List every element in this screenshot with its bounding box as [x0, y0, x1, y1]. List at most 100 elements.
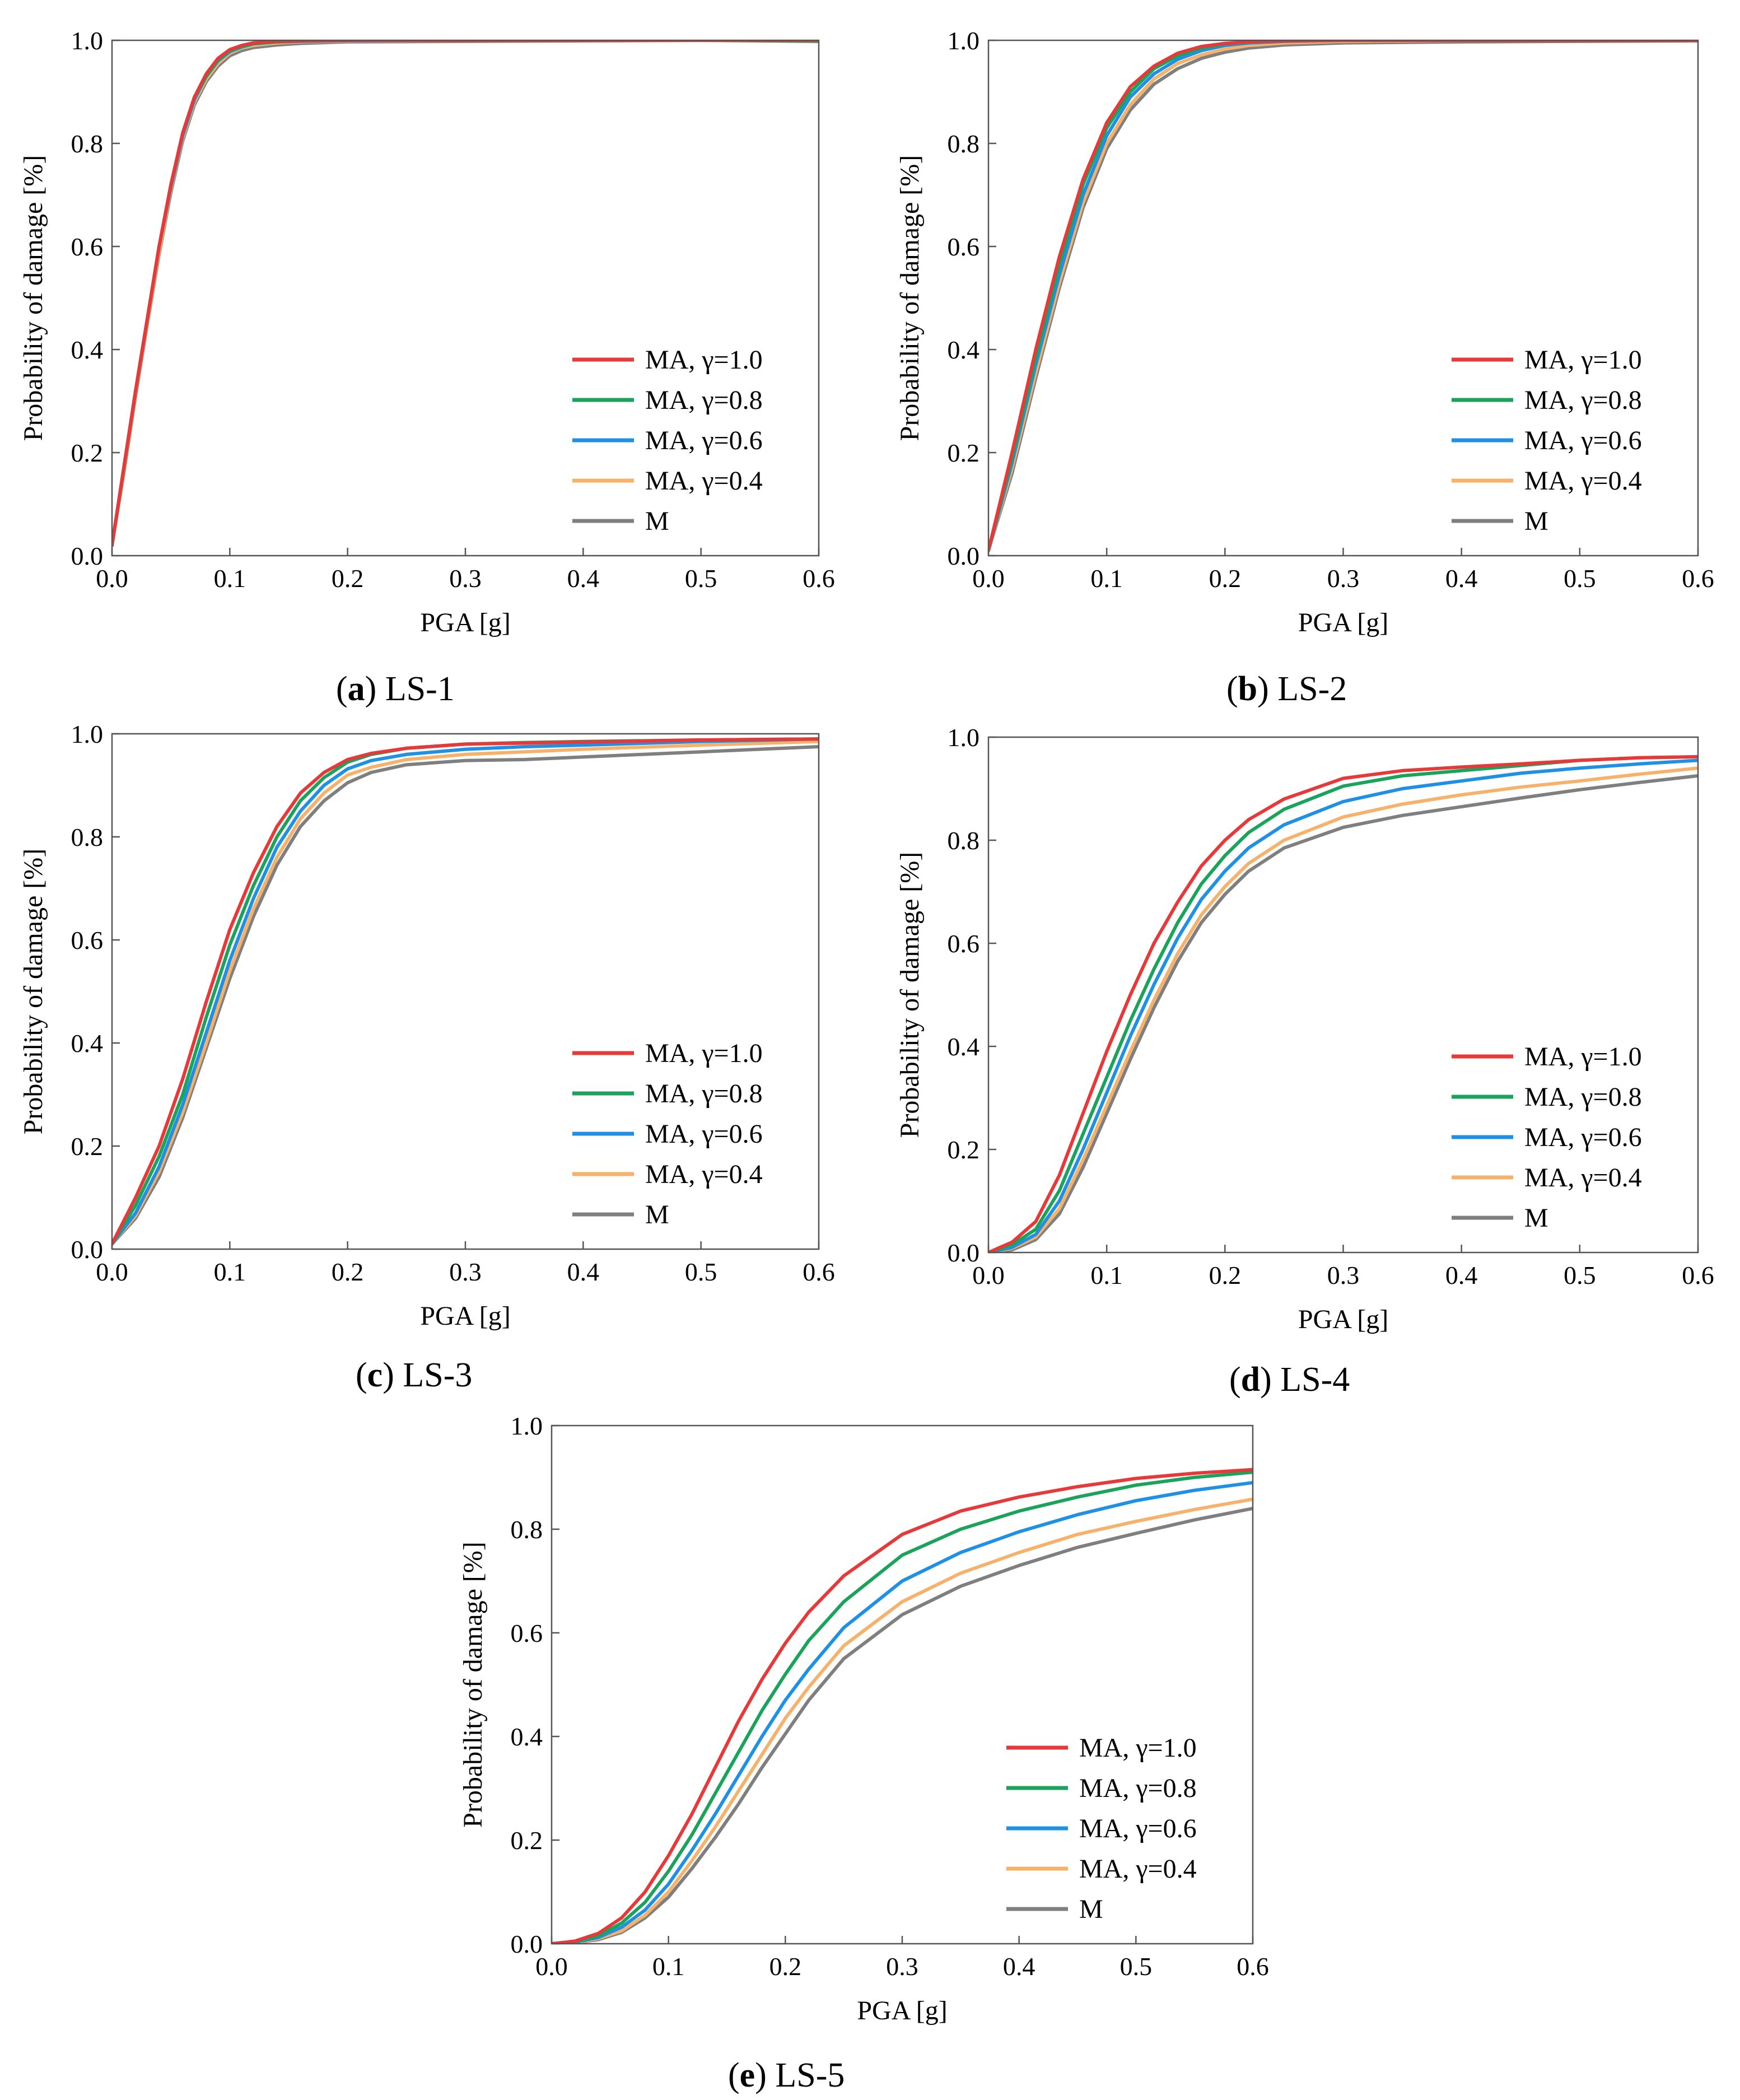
- x-tick-label-d-1: 0.1: [1090, 1261, 1123, 1289]
- legend-label-c-2: MA, γ=0.6: [645, 1119, 763, 1149]
- legend-label-b-3: MA, γ=0.4: [1524, 466, 1642, 496]
- legend-label-c-3: MA, γ=0.4: [645, 1160, 763, 1189]
- x-tick-label-d-6: 0.6: [1682, 1261, 1714, 1289]
- x-tick-label-c-2: 0.2: [332, 1258, 364, 1286]
- legend-label-e-2: MA, γ=0.6: [1079, 1814, 1197, 1843]
- y-tick-label-d-1: 0.2: [948, 1135, 980, 1164]
- legend-label-e-1: MA, γ=0.8: [1079, 1773, 1197, 1803]
- y-axis-label-d: Probability of damage [%]: [895, 852, 925, 1138]
- y-tick-label-a-0: 0.0: [71, 542, 104, 570]
- x-tick-label-a-2: 0.2: [332, 564, 364, 593]
- series-line-e-1: [552, 1470, 1253, 1944]
- legend-label-d-0: MA, γ=1.0: [1524, 1042, 1642, 1072]
- x-tick-label-e-4: 0.4: [1003, 1952, 1035, 1981]
- legend-label-c-4: M: [645, 1200, 669, 1230]
- legend-label-b-4: M: [1524, 506, 1548, 536]
- y-tick-label-d-0: 0.0: [948, 1238, 980, 1267]
- x-axis-label-c: PGA [g]: [420, 1301, 510, 1331]
- panel-c: 0.0 0.1 0.2 0.3 0.4 0.5 0.6 0.0 0.2 0.4 0.6 0.8 1.0 P…: [0, 700, 874, 1400]
- y-tick-label-e-0: 0.0: [511, 1930, 543, 1958]
- x-tick-label-d-5: 0.5: [1564, 1261, 1596, 1289]
- series-line-d-0: [988, 755, 1698, 1252]
- series-line-a-0: [112, 40, 819, 547]
- panel-d: 0.0 0.1 0.2 0.3 0.4 0.5 0.6 0.0 0.2 0.4 0.6 0.8 1.0 P…: [874, 700, 1740, 1400]
- legend-c: MA, γ=1.0 MA, γ=0.8 MA, γ=0.6 MA, γ=0.4 M: [572, 1039, 763, 1230]
- x-tick-label-a-4: 0.4: [567, 564, 600, 593]
- x-tick-label-a-6: 0.6: [803, 564, 835, 593]
- x-tick-label-d-4: 0.4: [1445, 1261, 1478, 1289]
- y-tick-label-b-1: 0.2: [948, 439, 980, 467]
- y-tick-label-e-4: 0.8: [511, 1515, 543, 1544]
- legend-d: MA, γ=1.0 MA, γ=0.8 MA, γ=0.6 MA, γ=0.4 M: [1452, 1042, 1642, 1233]
- legend-label-b-1: MA, γ=0.8: [1524, 385, 1642, 415]
- series-line-c-3: [112, 739, 819, 1246]
- y-tick-label-b-4: 0.8: [948, 129, 980, 158]
- chart-d-svg: 0.0 0.1 0.2 0.3 0.4 0.5 0.6 0.0 0.2 0.4 0.6 0.8 1.0 P…: [895, 723, 1714, 1334]
- x-tick-label-c-5: 0.5: [685, 1258, 717, 1286]
- y-tick-label-d-3: 0.6: [948, 929, 980, 958]
- legend-label-a-0: MA, γ=1.0: [645, 345, 763, 375]
- series-line-c-0: [112, 737, 819, 1246]
- caption-c: (c) LS-3: [356, 1356, 473, 1394]
- legend-label-b-0: MA, γ=1.0: [1524, 345, 1642, 375]
- legend-label-e-0: MA, γ=1.0: [1079, 1733, 1197, 1763]
- x-tick-label-e-5: 0.5: [1120, 1952, 1153, 1981]
- x-tick-label-e-6: 0.6: [1237, 1952, 1269, 1981]
- panel-e: 0.0 0.1 0.2 0.3 0.4 0.5 0.6 0.0 0.2 0.4 0.6 0.8 1.0 P…: [431, 1398, 1316, 2100]
- x-tick-label-b-4: 0.4: [1445, 564, 1478, 593]
- caption-d-title: LS-4: [1280, 1361, 1350, 1399]
- x-tick-label-c-4: 0.4: [567, 1258, 600, 1286]
- x-tick-label-b-1: 0.1: [1090, 564, 1123, 593]
- series-line-d-2: [988, 758, 1698, 1252]
- series-line-b-2: [988, 40, 1698, 552]
- x-tick-label-e-3: 0.3: [886, 1952, 918, 1981]
- y-axis-label-b: Probability of damage [%]: [895, 155, 925, 441]
- x-tick-label-b-0: 0.0: [972, 564, 1005, 593]
- series-group-d: [988, 755, 1698, 1252]
- x-tick-label-e-0: 0.0: [535, 1952, 568, 1981]
- y-tick-label-c-1: 0.2: [71, 1132, 104, 1161]
- caption-a: (a) LS-1: [336, 670, 455, 708]
- series-line-b-0: [988, 40, 1698, 552]
- legend-label-e-3: MA, γ=0.4: [1079, 1854, 1197, 1884]
- series-line-d-4: [988, 774, 1698, 1252]
- x-tick-label-c-0: 0.0: [96, 1258, 128, 1286]
- x-axis-label-e: PGA [g]: [857, 1996, 947, 2026]
- y-tick-label-e-1: 0.2: [511, 1826, 543, 1855]
- series-line-d-3: [988, 766, 1698, 1252]
- caption-e-title: LS-5: [775, 2056, 845, 2094]
- y-tick-label-e-5: 1.0: [511, 1412, 543, 1440]
- y-tick-label-b-3: 0.6: [948, 232, 980, 261]
- caption-c-letter: c: [367, 1356, 383, 1394]
- legend-label-a-3: MA, γ=0.4: [645, 466, 763, 496]
- x-tick-label-d-3: 0.3: [1327, 1261, 1360, 1289]
- legend-b: MA, γ=1.0 MA, γ=0.8 MA, γ=0.6 MA, γ=0.4 M: [1452, 345, 1642, 536]
- y-tick-label-c-2: 0.4: [71, 1029, 104, 1058]
- caption-a-letter: a: [347, 670, 365, 708]
- panel-b: 0.0 0.1 0.2 0.3 0.4 0.5 0.6 0.0 0.2 0.4 0.6 0.8 1.0 P…: [874, 0, 1740, 708]
- y-tick-label-a-2: 0.4: [71, 336, 104, 364]
- y-tick-label-c-4: 0.8: [71, 823, 104, 851]
- x-axis-label-b: PGA [g]: [1298, 608, 1388, 637]
- caption-e: (e) LS-5: [728, 2056, 845, 2094]
- y-tick-label-e-2: 0.4: [511, 1722, 543, 1751]
- x-tick-label-c-3: 0.3: [449, 1258, 482, 1286]
- y-tick-label-c-5: 1.0: [71, 720, 104, 748]
- legend-label-c-0: MA, γ=1.0: [645, 1039, 763, 1068]
- x-tick-label-d-2: 0.2: [1209, 1261, 1242, 1289]
- chart-c-svg: 0.0 0.1 0.2 0.3 0.4 0.5 0.6 0.0 0.2 0.4 0.6 0.8 1.0 P…: [18, 720, 835, 1331]
- y-tick-label-d-2: 0.4: [948, 1032, 980, 1061]
- y-tick-label-e-3: 0.6: [511, 1619, 543, 1647]
- x-tick-label-c-6: 0.6: [803, 1258, 835, 1286]
- x-tick-label-a-5: 0.5: [685, 564, 717, 593]
- caption-a-title: LS-1: [385, 670, 455, 708]
- legend-a: MA, γ=1.0 MA, γ=0.8 MA, γ=0.6 MA, γ=0.4 M: [572, 345, 763, 536]
- y-tick-label-b-5: 1.0: [948, 26, 980, 55]
- y-tick-label-d-4: 0.8: [948, 826, 980, 855]
- series-line-c-2: [112, 737, 819, 1246]
- legend-label-c-1: MA, γ=0.8: [645, 1079, 763, 1109]
- caption-b-letter: b: [1238, 670, 1258, 708]
- x-axis-label-a: PGA [g]: [420, 608, 510, 637]
- y-tick-label-a-4: 0.8: [71, 129, 104, 158]
